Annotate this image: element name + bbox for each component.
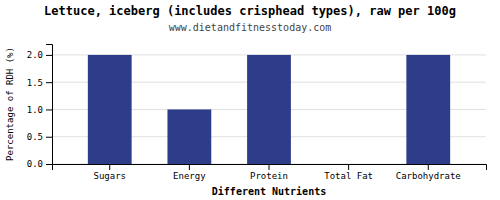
x-tick-label: Carbohydrate <box>396 171 461 181</box>
chart-svg: Lettuce, iceberg (includes crisphead typ… <box>0 0 500 200</box>
subtitle: www.dietandfitnesstoday.com <box>169 22 332 33</box>
x-axis-line <box>53 165 487 171</box>
x-tick-label: Energy <box>173 171 206 181</box>
y-axis-line <box>46 45 53 165</box>
y-tick-mark <box>46 55 52 56</box>
x-tick: Energy <box>173 164 206 181</box>
x-tick-mark <box>348 164 349 170</box>
y-tick: 1.0 <box>27 105 52 115</box>
x-tick-label: Protein <box>250 171 288 181</box>
chart-container: Lettuce, iceberg (includes crisphead typ… <box>0 0 500 200</box>
title: Lettuce, iceberg (includes crisphead typ… <box>44 4 456 18</box>
grid <box>52 55 486 164</box>
y-tick-label: 0.5 <box>27 132 43 142</box>
bar <box>247 55 291 164</box>
x-tick-label: Sugars <box>93 171 126 181</box>
y-tick: 1.5 <box>27 78 52 88</box>
y-tick: 2.0 <box>27 50 52 60</box>
y-tick-mark <box>46 109 52 110</box>
x-tick: Carbohydrate <box>396 164 461 181</box>
x-tick: Sugars <box>93 164 126 181</box>
y-tick-mark <box>46 164 52 165</box>
x-tick-mark <box>189 164 190 170</box>
x-axis: Sugars Energy Protein Total Fat Carbohydrate <box>53 164 487 181</box>
y-tick: 0.0 <box>27 159 52 169</box>
bar <box>88 55 132 164</box>
bars <box>88 55 450 164</box>
bar <box>167 109 211 164</box>
plot-area: 0.0 0.5 1.0 1.5 2.0 Sugars Energy Protein Total … <box>27 45 487 182</box>
y-tick-label: 0.0 <box>27 159 43 169</box>
y-tick-label: 1.0 <box>27 105 43 115</box>
y-tick-mark <box>46 82 52 83</box>
bar <box>406 55 450 164</box>
bar <box>327 164 371 165</box>
x-tick-mark <box>269 164 270 170</box>
x-tick-mark <box>428 164 429 170</box>
y-axis: 0.0 0.5 1.0 1.5 2.0 <box>27 45 53 170</box>
x-axis-title: Different Nutrients <box>212 186 326 197</box>
y-axis-title: Percentage of RDH (%) <box>5 47 15 161</box>
y-tick: 0.5 <box>27 132 52 142</box>
x-tick: Protein <box>250 164 288 181</box>
x-tick-label: Total Fat <box>324 171 373 181</box>
x-tick: Total Fat <box>324 164 373 181</box>
y-tick-mark <box>46 137 52 138</box>
y-tick-label: 2.0 <box>27 50 43 60</box>
x-tick-mark <box>109 164 110 170</box>
y-tick-label: 1.5 <box>27 78 43 88</box>
